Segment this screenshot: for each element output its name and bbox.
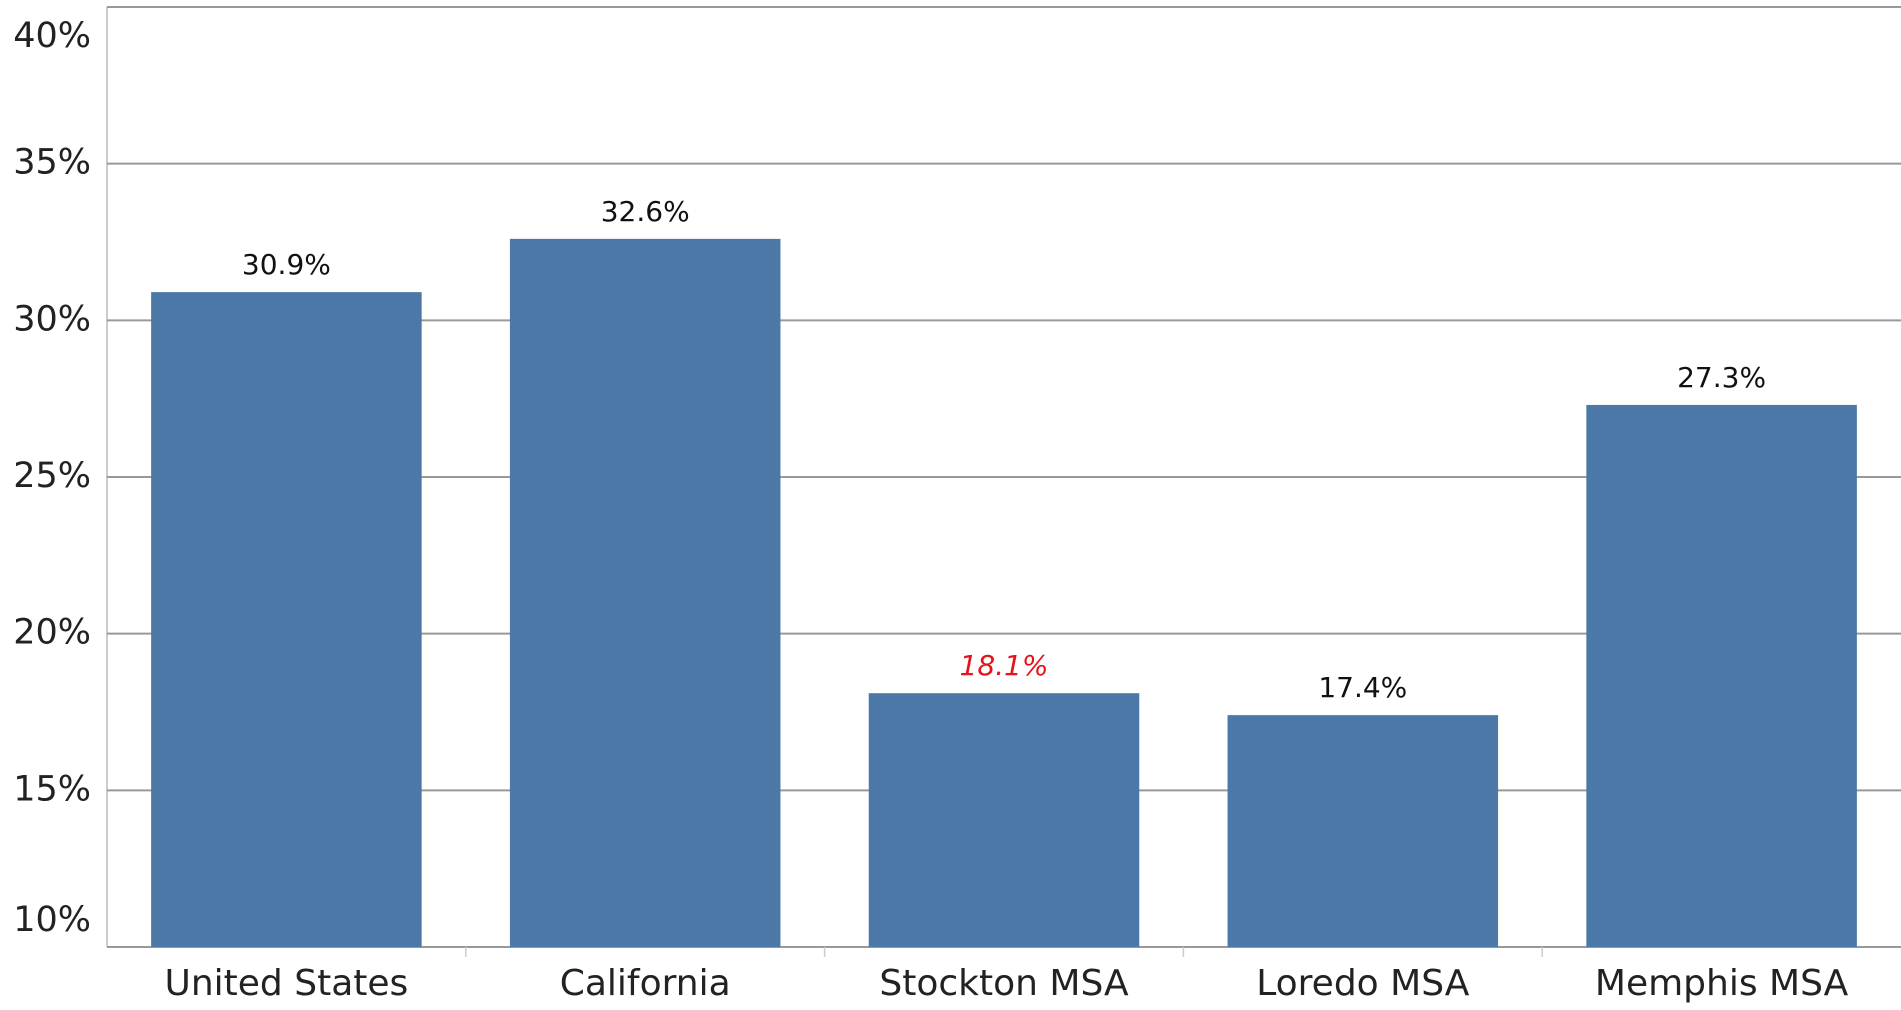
x-tick-label: Stockton MSA <box>879 963 1129 1004</box>
value-label: 27.3% <box>1677 361 1766 394</box>
bar <box>1227 715 1499 947</box>
y-tick-label: 25% <box>13 456 91 496</box>
value-label: 30.9% <box>242 248 331 281</box>
x-tick-label: Loredo MSA <box>1256 963 1470 1004</box>
x-tick-label: United States <box>165 963 409 1004</box>
value-label: 18.1% <box>960 649 1049 682</box>
y-tick-label: 30% <box>13 299 91 339</box>
bar <box>868 693 1140 947</box>
y-tick-label: 15% <box>13 769 91 809</box>
bar <box>1586 404 1857 947</box>
y-tick-label: 10% <box>13 900 91 940</box>
value-label: 17.4% <box>1318 671 1407 704</box>
x-tick-label: California <box>560 963 731 1004</box>
bar <box>509 238 781 947</box>
value-label: 32.6% <box>601 195 690 228</box>
x-tick-label: Memphis MSA <box>1595 963 1849 1004</box>
y-tick-label: 35% <box>13 143 91 183</box>
y-tick-label: 20% <box>13 613 91 653</box>
bar <box>151 292 422 948</box>
y-tick-label: 40% <box>13 16 91 56</box>
